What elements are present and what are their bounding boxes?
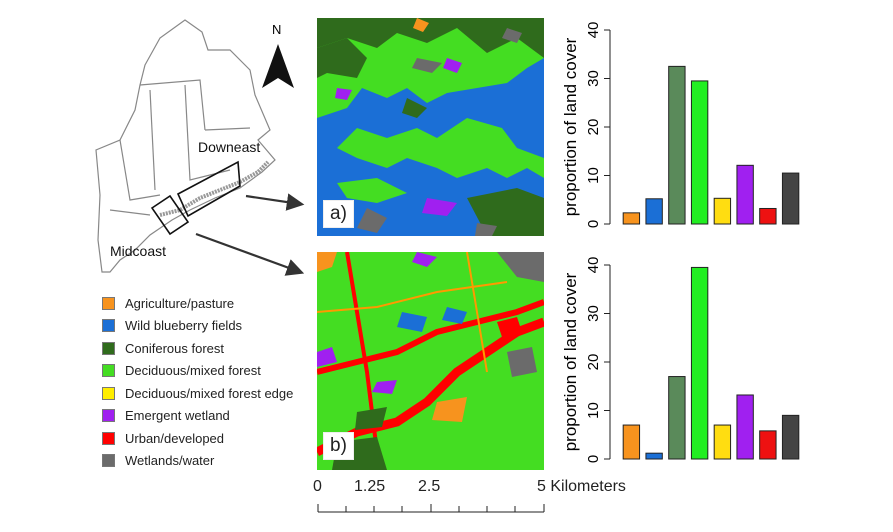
midcoast-box — [150, 194, 190, 236]
panel-label-b: b) — [323, 432, 354, 460]
scale-label-2: 2.5 — [418, 478, 441, 495]
legend-label: Agriculture/pasture — [125, 295, 235, 311]
legend-swatch — [102, 296, 115, 310]
bar-agriculture-pasture — [622, 212, 641, 225]
locator-map: Downeast Midcoast — [90, 10, 290, 290]
y-tick-label: 30 — [585, 305, 602, 322]
scale-label-0: 0 — [313, 478, 322, 495]
scale-bar: 0 1.25 2.5 5 Kilometers — [310, 478, 650, 528]
label-midcoast: Midcoast — [110, 243, 166, 259]
bar-emergent-wetland — [736, 394, 754, 460]
bar-agriculture-pasture — [622, 424, 641, 460]
legend-label: Emergent wetland — [125, 408, 230, 423]
legend-item: Urban/developed — [102, 429, 224, 447]
y-tick-label: 10 — [585, 402, 602, 419]
legend-item: Deciduous/mixed forest — [102, 362, 261, 380]
bar-wetlands-water — [781, 172, 800, 225]
legend-item: Agriculture/pasture — [102, 294, 234, 312]
legend-swatch — [102, 319, 115, 332]
bar-urban-developed — [759, 207, 777, 225]
bar-deciduous-mixed-forest — [690, 266, 709, 460]
legend-swatch — [102, 341, 115, 355]
bar-coniferous-forest — [668, 65, 686, 225]
y-axis-label: proportion of land cover — [561, 272, 580, 451]
y-axis-label: proportion of land cover — [561, 37, 580, 216]
legend-swatch — [102, 454, 115, 467]
legend-label: Coniferous forest — [125, 340, 224, 356]
y-tick-label: 40 — [585, 257, 602, 274]
legend-item: Emergent wetland — [102, 407, 230, 425]
legend-swatch — [102, 386, 115, 400]
land-cover-map-b: b) — [317, 252, 544, 470]
bar-chart-a: proportion of land cover 0 10 20 30 40 — [558, 10, 808, 240]
land-cover-map-a: a) — [317, 18, 544, 236]
legend-label: Deciduous/mixed forest edge — [125, 385, 294, 401]
north-arrow: N — [258, 20, 298, 100]
y-tick-label: 0 — [585, 455, 602, 463]
scale-label-3: 5 Kilometers — [537, 478, 626, 495]
legend-swatch — [102, 409, 115, 422]
y-tick-label: 20 — [585, 354, 602, 371]
legend-swatch — [102, 431, 115, 445]
scale-label-1: 1.25 — [354, 478, 386, 495]
bar-urban-developed — [759, 430, 777, 460]
legend-label: Wild blueberry fields — [125, 318, 243, 333]
label-downeast: Downeast — [198, 139, 260, 155]
bar-chart-b: proportion of land cover 0 10 20 30 40 — [558, 245, 808, 475]
bar-deciduous-mixed-forest-edge — [713, 197, 732, 225]
north-label: N — [272, 22, 281, 37]
y-tick-label: 30 — [585, 70, 602, 87]
bar-wetlands-water — [781, 414, 800, 460]
legend-label: Wetlands/water — [125, 453, 215, 468]
y-tick-label: 20 — [585, 119, 602, 136]
bar-wild-blueberry-fields — [645, 198, 663, 225]
bar-coniferous-forest — [668, 376, 686, 460]
state-outline — [95, 19, 276, 273]
legend-item: Wetlands/water — [102, 452, 214, 470]
bar-emergent-wetland — [736, 164, 754, 225]
legend-item: Coniferous forest — [102, 339, 224, 357]
bar-wild-blueberry-fields — [645, 452, 663, 460]
legend-item: Deciduous/mixed forest edge — [102, 384, 293, 402]
bar-deciduous-mixed-forest — [690, 80, 709, 225]
legend-swatch — [102, 364, 115, 377]
y-tick-label: 40 — [585, 22, 602, 39]
panel-label-a: a) — [323, 200, 354, 228]
bar-deciduous-mixed-forest-edge — [713, 424, 732, 460]
y-tick-label: 10 — [585, 167, 602, 184]
y-tick-label: 0 — [585, 220, 602, 228]
legend-label: Deciduous/mixed forest — [125, 363, 261, 378]
downeast-box — [176, 160, 241, 218]
legend-label: Urban/developed — [125, 430, 225, 446]
legend-item: Wild blueberry fields — [102, 317, 242, 335]
